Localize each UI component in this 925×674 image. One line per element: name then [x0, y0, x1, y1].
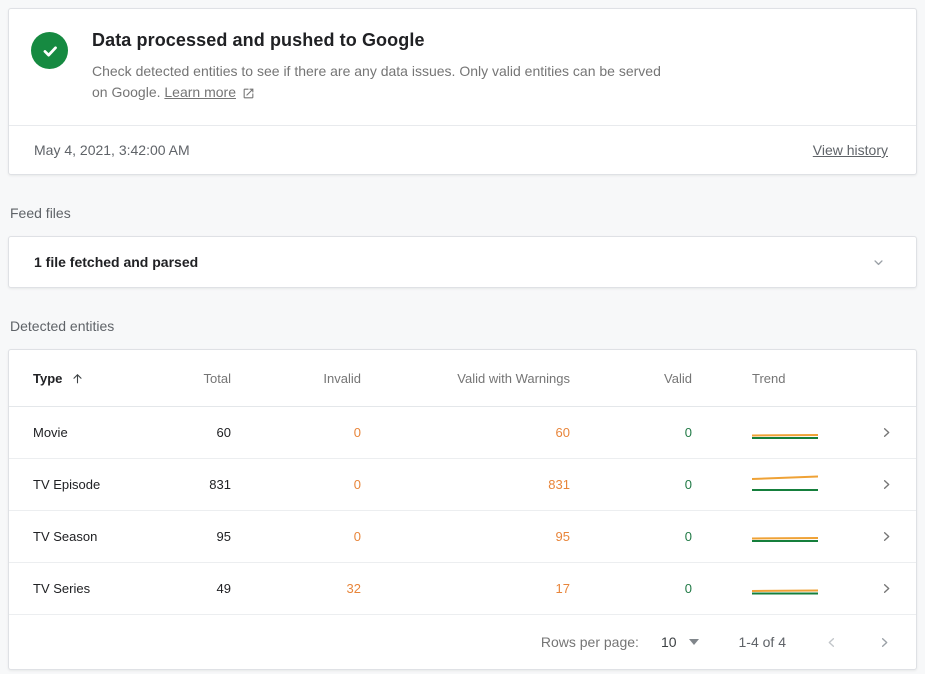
history-row: May 4, 2021, 3:42:00 AM View history — [9, 126, 916, 174]
type-header-label: Type — [33, 370, 63, 386]
total-value: 95 — [216, 529, 231, 544]
status-title: Data processed and pushed to Google — [92, 30, 425, 50]
sort-ascending-icon — [73, 373, 82, 383]
pagination-range-label: 1-4 of 4 — [738, 634, 786, 650]
chevron-right-icon — [883, 584, 890, 593]
detected-entities-section-label: Detected entities — [10, 318, 115, 334]
status-text-block: Data processed and pushed to Google Chec… — [92, 30, 670, 103]
rows-per-page-value[interactable]: 10 — [660, 634, 677, 650]
invalid-value: 0 — [353, 425, 361, 440]
detected-entities-table: Type Total Invalid Valid with Warnings V… — [8, 349, 917, 670]
table-row-tv-series[interactable]: TV Series 49 32 17 0 — [9, 563, 916, 615]
next-page-button[interactable] — [877, 635, 892, 650]
total-value: 49 — [216, 581, 231, 596]
chevron-right-icon — [883, 480, 890, 489]
success-check-icon — [31, 32, 68, 69]
chevron-right-icon — [881, 637, 888, 647]
column-header-invalid[interactable]: Invalid — [323, 370, 361, 386]
external-link-icon — [243, 88, 254, 99]
status-description-text: Check detected entities to see if there … — [92, 63, 661, 100]
valid-with-warnings-value: 60 — [555, 425, 570, 440]
valid-value: 0 — [684, 425, 692, 440]
chevron-right-icon — [883, 428, 890, 437]
valid-with-warnings-value: 831 — [548, 477, 570, 492]
total-value: 831 — [209, 477, 231, 492]
status-description: Check detected entities to see if there … — [92, 61, 670, 103]
invalid-value: 0 — [353, 529, 361, 544]
status-card-main: Data processed and pushed to Google Chec… — [9, 9, 916, 125]
feed-files-summary: 1 file fetched and parsed — [34, 254, 199, 270]
column-header-type[interactable]: Type — [33, 371, 143, 386]
row-detail-button[interactable] — [818, 477, 900, 492]
entity-type-label: Movie — [33, 425, 68, 440]
column-header-valid[interactable]: Valid — [664, 370, 692, 386]
trend-sparkline — [692, 421, 819, 445]
table-row-movie[interactable]: Movie 60 0 60 0 — [9, 407, 916, 459]
rows-per-page-label: Rows per page: — [540, 634, 639, 650]
total-value: 60 — [216, 425, 231, 440]
column-header-valid-with-warnings[interactable]: Valid with Warnings — [457, 370, 570, 386]
valid-with-warnings-value: 95 — [555, 529, 570, 544]
previous-page-button[interactable] — [824, 635, 839, 650]
valid-value: 0 — [684, 477, 692, 492]
invalid-value: 32 — [346, 581, 361, 596]
feed-files-section-label: Feed files — [10, 205, 71, 221]
table-pagination: Rows per page: 10 1-4 of 4 — [9, 615, 916, 669]
entity-type-label: TV Series — [33, 581, 91, 596]
status-card: Data processed and pushed to Google Chec… — [8, 8, 917, 175]
invalid-value: 0 — [353, 477, 361, 492]
view-history-link[interactable]: View history — [812, 142, 888, 158]
table-row-tv-season[interactable]: TV Season 95 0 95 0 — [9, 511, 916, 563]
chevron-down-icon[interactable] — [871, 255, 886, 270]
learn-more-label: Learn more — [164, 84, 236, 100]
entity-type-label: TV Episode — [33, 477, 101, 492]
trend-sparkline — [692, 525, 819, 549]
valid-with-warnings-value: 17 — [555, 581, 570, 596]
rows-per-page-dropdown-icon[interactable] — [688, 639, 699, 645]
chevron-right-icon — [883, 532, 890, 541]
column-header-total[interactable]: Total — [203, 370, 231, 386]
entity-type-label: TV Season — [33, 529, 98, 544]
row-detail-button[interactable] — [818, 581, 900, 596]
last-processed-timestamp: May 4, 2021, 3:42:00 AM — [34, 142, 190, 158]
chevron-left-icon — [828, 637, 835, 647]
table-row-tv-episode[interactable]: TV Episode 831 0 831 0 — [9, 459, 916, 511]
row-detail-button[interactable] — [818, 529, 900, 544]
row-detail-button[interactable] — [818, 425, 900, 440]
valid-value: 0 — [684, 529, 692, 544]
learn-more-link[interactable]: Learn more — [164, 82, 255, 103]
column-header-trend: Trend — [752, 370, 786, 386]
valid-value: 0 — [684, 581, 692, 596]
feed-files-accordion[interactable]: 1 file fetched and parsed — [8, 236, 917, 288]
trend-sparkline — [692, 577, 819, 601]
trend-sparkline — [692, 473, 819, 497]
status-card-divider — [9, 125, 916, 126]
table-header-row: Type Total Invalid Valid with Warnings V… — [9, 350, 916, 407]
